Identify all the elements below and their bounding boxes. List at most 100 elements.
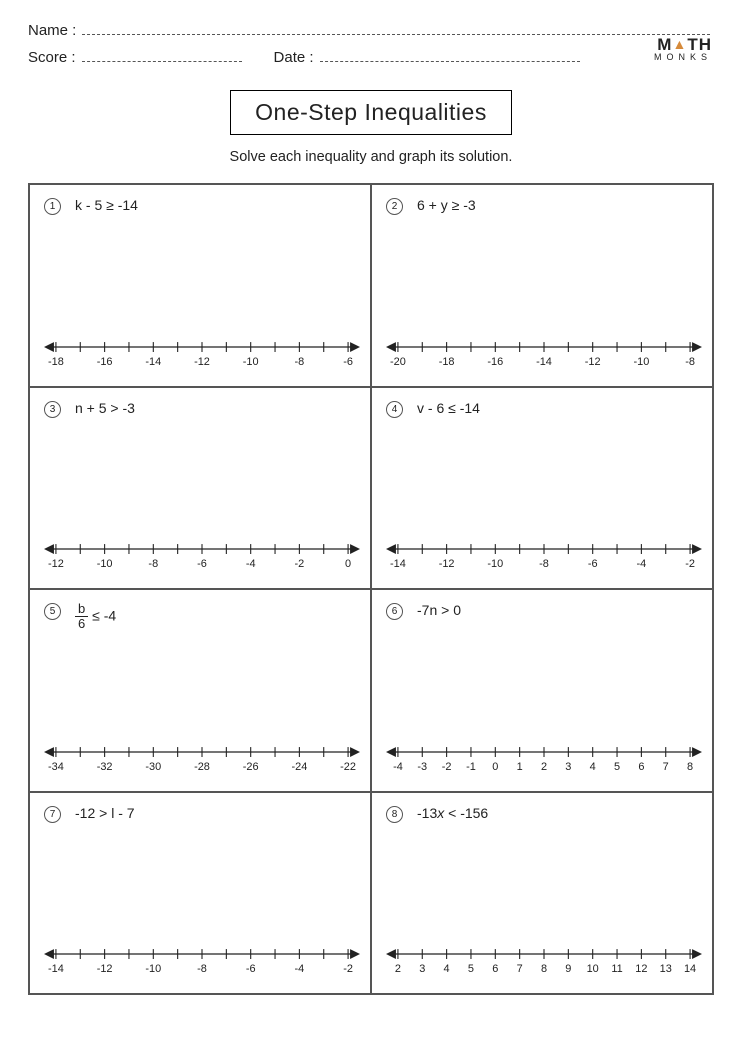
svg-text:3: 3 bbox=[565, 760, 571, 772]
svg-text:-4: -4 bbox=[393, 760, 403, 772]
svg-text:0: 0 bbox=[345, 558, 351, 570]
svg-text:7: 7 bbox=[663, 760, 669, 772]
numberline-wrap: -4-3-2-1012345678 bbox=[386, 738, 702, 783]
svg-text:-14: -14 bbox=[536, 355, 552, 367]
svg-text:-12: -12 bbox=[585, 355, 601, 367]
svg-text:-12: -12 bbox=[439, 558, 455, 570]
svg-text:-28: -28 bbox=[194, 760, 210, 772]
problem-number: 8 bbox=[386, 806, 403, 823]
svg-text:9: 9 bbox=[565, 963, 571, 975]
svg-text:-16: -16 bbox=[487, 355, 503, 367]
svg-text:-24: -24 bbox=[291, 760, 307, 772]
number-line: -14-12-10-8-6-4-2 bbox=[44, 940, 360, 980]
equation: k - 5 ≥ -14 bbox=[75, 197, 138, 213]
problem-cell: 5 b6 ≤ -4 -34-32-30-28-26-24-22 bbox=[29, 589, 371, 792]
name-label: Name : bbox=[28, 22, 76, 39]
equation: n + 5 > -3 bbox=[75, 400, 135, 416]
number-line: 234567891011121314 bbox=[386, 940, 702, 980]
problem-cell: 4 v - 6 ≤ -14 -14-12-10-8-6-4-2 bbox=[371, 387, 713, 590]
svg-text:-34: -34 bbox=[48, 760, 64, 772]
date-label: Date : bbox=[274, 49, 314, 66]
score-field-line bbox=[82, 61, 242, 62]
numberline-wrap: -20 -18 -16 -14 -12 -10 -8 bbox=[386, 333, 702, 378]
numberline-wrap: -12-10-8-6-4-20 bbox=[44, 535, 360, 580]
svg-text:-2: -2 bbox=[442, 760, 452, 772]
equation: b6 ≤ -4 bbox=[75, 602, 116, 632]
problem-row: 7 -12 > l - 7 bbox=[44, 805, 360, 823]
svg-text:12: 12 bbox=[635, 963, 647, 975]
svg-text:-16: -16 bbox=[97, 355, 113, 367]
svg-text:-12: -12 bbox=[194, 355, 210, 367]
svg-text:5: 5 bbox=[468, 963, 474, 975]
svg-text:-4: -4 bbox=[295, 963, 305, 975]
score-label: Score : bbox=[28, 49, 76, 66]
numberline-wrap: 234567891011121314 bbox=[386, 940, 702, 985]
logo: M▲TH MONKS bbox=[654, 36, 712, 62]
problem-number: 5 bbox=[44, 603, 61, 620]
svg-text:-18: -18 bbox=[48, 355, 64, 367]
page-title: One-Step Inequalities bbox=[230, 90, 512, 135]
svg-text:1: 1 bbox=[517, 760, 523, 772]
svg-text:-2: -2 bbox=[343, 963, 353, 975]
svg-text:-6: -6 bbox=[343, 355, 353, 367]
svg-text:-4: -4 bbox=[637, 558, 647, 570]
equation: v - 6 ≤ -14 bbox=[417, 400, 480, 416]
svg-text:-26: -26 bbox=[243, 760, 259, 772]
svg-text:-14: -14 bbox=[390, 558, 406, 570]
problem-number: 1 bbox=[44, 198, 61, 215]
svg-text:-8: -8 bbox=[295, 355, 305, 367]
logo-top: M▲TH bbox=[654, 36, 712, 53]
svg-text:-14: -14 bbox=[48, 963, 64, 975]
svg-text:13: 13 bbox=[660, 963, 672, 975]
svg-text:-14: -14 bbox=[145, 355, 161, 367]
svg-text:6: 6 bbox=[492, 963, 498, 975]
svg-text:-10: -10 bbox=[633, 355, 649, 367]
problem-number: 3 bbox=[44, 401, 61, 418]
svg-text:-12: -12 bbox=[48, 558, 64, 570]
svg-text:-1: -1 bbox=[466, 760, 476, 772]
svg-text:6: 6 bbox=[638, 760, 644, 772]
svg-text:-8: -8 bbox=[148, 558, 158, 570]
equation: 6 + y ≥ -3 bbox=[417, 197, 476, 213]
svg-text:0: 0 bbox=[492, 760, 498, 772]
subtitle: Solve each inequality and graph its solu… bbox=[28, 149, 714, 165]
problem-row: 4 v - 6 ≤ -14 bbox=[386, 400, 702, 418]
problem-grid: 1 k - 5 ≥ -14 -18-16-14-12-10-8-6 2 6 + … bbox=[28, 183, 714, 995]
svg-text:2: 2 bbox=[541, 760, 547, 772]
problem-number: 2 bbox=[386, 198, 403, 215]
problem-row: 6 -7n > 0 bbox=[386, 602, 702, 620]
svg-text:-32: -32 bbox=[97, 760, 113, 772]
svg-text:-30: -30 bbox=[145, 760, 161, 772]
problem-row: 1 k - 5 ≥ -14 bbox=[44, 197, 360, 215]
svg-text:-18: -18 bbox=[439, 355, 455, 367]
numberline-wrap: -14-12-10-8-6-4-2 bbox=[386, 535, 702, 580]
svg-text:-6: -6 bbox=[588, 558, 598, 570]
problem-number: 6 bbox=[386, 603, 403, 620]
problem-row: 5 b6 ≤ -4 bbox=[44, 602, 360, 632]
equation: -13x < -156 bbox=[417, 805, 488, 821]
numberline-wrap: -18 -16 -14 -12 -10 -8 -6 bbox=[44, 333, 360, 378]
number-line: -34-32-30-28-26-24-22 bbox=[44, 738, 360, 778]
logo-bottom: MONKS bbox=[654, 53, 712, 62]
name-field-line bbox=[82, 34, 710, 35]
svg-text:-8: -8 bbox=[539, 558, 549, 570]
problem-cell: 2 6 + y ≥ -3 -20 -18 -16 -14 -12 -10 -8 bbox=[371, 184, 713, 387]
svg-text:-20: -20 bbox=[390, 355, 406, 367]
svg-text:4: 4 bbox=[590, 760, 596, 772]
svg-text:-10: -10 bbox=[145, 963, 161, 975]
problem-row: 3 n + 5 > -3 bbox=[44, 400, 360, 418]
svg-text:7: 7 bbox=[517, 963, 523, 975]
svg-text:-2: -2 bbox=[685, 558, 695, 570]
svg-text:-8: -8 bbox=[197, 963, 207, 975]
number-line: -12-10-8-6-4-20 bbox=[44, 535, 360, 575]
svg-text:-12: -12 bbox=[97, 963, 113, 975]
problem-number: 4 bbox=[386, 401, 403, 418]
svg-text:8: 8 bbox=[687, 760, 693, 772]
problem-cell: 1 k - 5 ≥ -14 -18 -16 -14 -12 -10 -8 -6 bbox=[29, 184, 371, 387]
svg-text:-10: -10 bbox=[243, 355, 259, 367]
svg-text:-8: -8 bbox=[685, 355, 695, 367]
numberline-wrap: -34-32-30-28-26-24-22 bbox=[44, 738, 360, 783]
problem-row: 8 -13x < -156 bbox=[386, 805, 702, 823]
svg-text:14: 14 bbox=[684, 963, 696, 975]
problem-cell: 7 -12 > l - 7 -14-12-10-8-6-4-2 bbox=[29, 792, 371, 995]
